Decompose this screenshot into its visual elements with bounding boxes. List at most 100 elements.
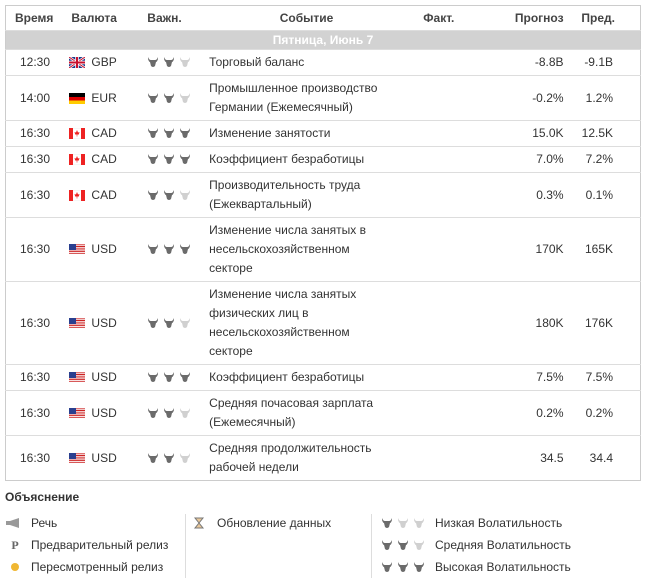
divider: [371, 514, 372, 578]
currency-cell: USD: [69, 281, 142, 365]
actual: [403, 146, 474, 173]
speech-icon: [6, 518, 19, 528]
bull-icon: [381, 517, 393, 529]
legend: Объяснение Речь P Предварительный релиз П…: [5, 490, 645, 584]
actual: [403, 172, 474, 218]
actual: [403, 120, 474, 147]
event-line: физических лиц в: [209, 306, 309, 320]
bull-icon: [147, 56, 159, 68]
forecast: 7.0%: [473, 146, 564, 173]
bull-icon: [163, 127, 175, 139]
time: 16:30: [5, 146, 70, 173]
actual: [403, 75, 474, 121]
importance: [141, 217, 210, 282]
flag: [69, 190, 85, 201]
bull-icon: [179, 452, 191, 464]
event-row: 16:30 USD Коэффициент безработицы 7.5% 7.5%: [5, 364, 641, 391]
header-cell: Валюта: [69, 5, 142, 31]
currency: CAD: [91, 152, 117, 166]
bull-icon: [163, 452, 175, 464]
event-line: Промышленное производство: [209, 81, 378, 95]
previous: 34.4: [563, 435, 641, 481]
importance: [141, 281, 210, 365]
bull-icon: [381, 539, 393, 551]
bull-icon: [179, 243, 191, 255]
bull-icon: [147, 407, 159, 419]
event-line: секторе: [209, 344, 253, 358]
flag: [69, 318, 85, 329]
currency: CAD: [91, 187, 117, 202]
legend-item: Пересмотренный релиз: [5, 560, 163, 574]
event-row: 14:00 EUR Промышленное производство Германи…: [5, 75, 641, 121]
event-line: Германии (Ежемесячный): [209, 100, 353, 114]
flag: [69, 244, 85, 255]
previous: 0.2%: [563, 390, 641, 436]
importance: [141, 120, 210, 147]
event: Изменение занятости: [209, 120, 404, 147]
flag: [69, 453, 85, 464]
bull-icon: [179, 407, 191, 419]
date-row: Пятница, Июнь 7: [5, 30, 641, 50]
header-cell: Важн.: [141, 5, 210, 31]
time: 16:30: [5, 172, 70, 218]
event-row: 16:30 USD Средняя почасовая зарплата (Ежеме…: [5, 390, 641, 436]
preliminary-icon: P: [11, 538, 19, 552]
legend-text: Пересмотренный релиз: [31, 560, 164, 574]
time: 16:30: [5, 364, 70, 391]
event-row: 16:30 USD Средняя продолжительность рабочей…: [5, 435, 641, 481]
event-row: 16:30 USD Изменение числа занятых физически…: [5, 281, 641, 365]
legend-item: Обновление данных: [193, 516, 331, 530]
actual: [403, 49, 474, 76]
bull-icon: [397, 517, 409, 529]
event: Коэффициент безработицы: [209, 146, 404, 173]
bull-icon: [179, 56, 191, 68]
previous: -9.1B: [563, 49, 641, 76]
event-row: 16:30 CAD Изменение занятости 15.0K 12.5K: [5, 120, 641, 147]
event-line: Коэффициент безработицы: [209, 152, 365, 166]
bull-icon: [147, 127, 159, 139]
bull-icon: [179, 153, 191, 165]
event-line: Коэффициент безработицы: [209, 370, 365, 384]
divider: [185, 514, 186, 578]
importance: [141, 49, 210, 76]
bull-icon: [413, 517, 425, 529]
actual: [403, 435, 474, 481]
importance: [141, 435, 210, 481]
previous: 7.5%: [563, 364, 641, 391]
calendar-table: Время Валюта Важн. Событие Факт. Прогноз…: [5, 5, 641, 481]
event-line: несельскохозяйственном: [209, 325, 350, 339]
bull-icon: [147, 243, 159, 255]
event: Производительность труда (Ежеквартальный): [209, 172, 404, 218]
event: Промышленное производство Германии (Ежеме…: [209, 75, 404, 121]
previous: 176K: [563, 281, 641, 365]
bull-icon: [147, 153, 159, 165]
bull-icon: [163, 407, 175, 419]
header-cell: Пред.: [563, 5, 641, 31]
forecast: 7.5%: [473, 364, 564, 391]
bull-icon: [179, 189, 191, 201]
event-row: 12:30 GBP Торговый баланс -8.8B -9.1B: [5, 49, 641, 76]
previous: 0.1%: [563, 172, 641, 218]
legend-text: Обновление данных: [217, 516, 332, 530]
event: Изменение числа занятых физических лиц в н…: [209, 281, 404, 365]
time: 16:30: [5, 390, 70, 436]
currency-cell: CAD: [69, 120, 142, 147]
event: Средняя почасовая зарплата (Ежемесячный): [209, 390, 404, 436]
bull-icon: [179, 127, 191, 139]
legend-item: Речь: [5, 516, 57, 530]
previous: 165K: [563, 217, 641, 282]
currency-cell: USD: [69, 390, 142, 436]
legend-item: P Предварительный релиз: [5, 538, 168, 553]
currency: CAD: [91, 126, 117, 140]
bull-icon: [397, 539, 409, 551]
event-line: секторе: [209, 261, 253, 275]
currency-cell: USD: [69, 217, 142, 282]
importance: [141, 172, 210, 218]
currency: USD: [91, 242, 117, 256]
bull-icon: [147, 371, 159, 383]
legend-text: Предварительный релиз: [31, 538, 169, 552]
bull-icon: [147, 92, 159, 104]
importance: [141, 75, 210, 121]
forecast: 15.0K: [473, 120, 564, 147]
